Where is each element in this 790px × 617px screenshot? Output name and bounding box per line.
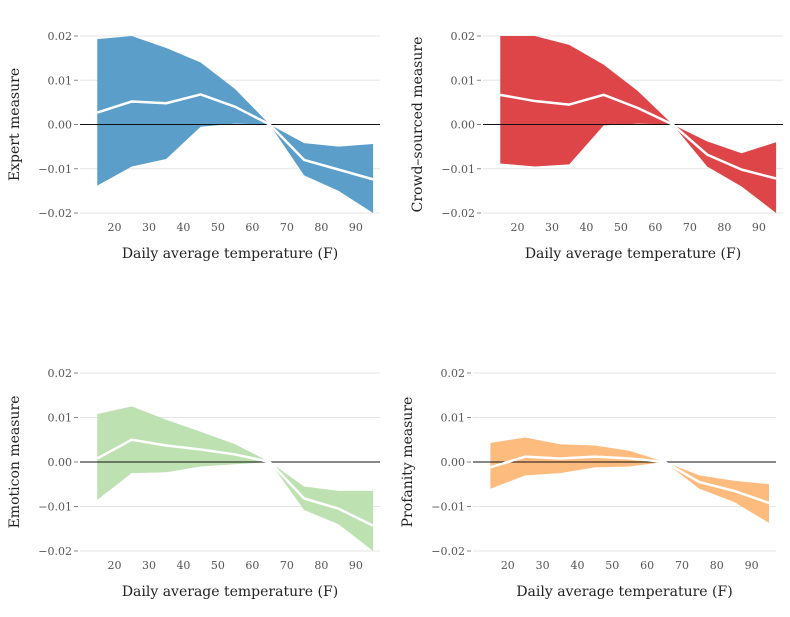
x-tick-label: 40	[176, 559, 190, 572]
y-tick-label: 0.01	[441, 412, 466, 425]
x-tick-label: 50	[211, 559, 225, 572]
x-tick-label: 50	[605, 559, 619, 572]
x-tick-label: 80	[314, 221, 328, 234]
x-tick-label: 50	[211, 221, 225, 234]
y-tick-label: 0.02	[451, 30, 476, 43]
y-tick-label: −0.01	[38, 163, 72, 176]
panel-1: −0.02 −0.01 0.00 0.01 0.02 20 30 40 50 60 70 80 90 Da…	[7, 30, 380, 262]
x-tick-label: 80	[717, 221, 731, 234]
y-axis-label: Expert measure	[7, 68, 23, 181]
y-tick-label: 0.02	[441, 367, 466, 380]
x-tick-label: 30	[536, 559, 550, 572]
y-tick-label: 0.02	[48, 30, 73, 43]
x-tick-label: 30	[142, 559, 156, 572]
y-tick-label: 0.00	[48, 456, 73, 469]
estimate-line	[490, 455, 770, 505]
x-axis-label: Daily average temperature (F)	[525, 246, 741, 262]
y-tick-label: 0.00	[451, 119, 476, 132]
y-tick-label: −0.01	[441, 163, 475, 176]
panel-4: −0.02 −0.01 0.00 0.01 0.02 20 30 40 50 60 70 80 90 Da…	[400, 367, 776, 600]
y-tick-label: −0.02	[38, 545, 72, 558]
y-tick-label: −0.02	[431, 545, 465, 558]
x-tick-label: 20	[107, 221, 121, 234]
y-tick-label: 0.02	[48, 367, 73, 380]
confidence-band	[97, 406, 374, 551]
x-tick-label: 50	[614, 221, 628, 234]
x-tick-label: 70	[280, 559, 294, 572]
y-tick-label: 0.01	[48, 412, 73, 425]
y-axis-label: Emoticon measure	[7, 396, 23, 529]
estimate-line	[96, 438, 374, 527]
x-tick-label: 30	[142, 221, 156, 234]
y-axis-label: Profanity measure	[400, 397, 416, 528]
x-tick-label: 70	[675, 559, 689, 572]
y-tick-label: −0.02	[38, 207, 72, 220]
confidence-band	[500, 36, 777, 213]
panel-2: −0.02 −0.01 0.00 0.01 0.02 20 30 40 50 60 70 80 90 Da…	[410, 30, 783, 262]
x-tick-label: 80	[314, 559, 328, 572]
x-tick-label: 90	[752, 221, 766, 234]
y-tick-label: 0.00	[441, 456, 466, 469]
x-tick-label: 70	[683, 221, 697, 234]
x-tick-label: 30	[545, 221, 559, 234]
x-axis-label: Daily average temperature (F)	[122, 584, 338, 600]
y-tick-label: −0.01	[431, 501, 465, 514]
y-axis-label: Crowd–sourced measure	[410, 37, 426, 213]
x-tick-label: 90	[349, 559, 363, 572]
x-axis-label: Daily average temperature (F)	[122, 246, 338, 262]
x-tick-label: 40	[176, 221, 190, 234]
x-tick-label: 70	[280, 221, 294, 234]
panel-3: −0.02 −0.01 0.00 0.01 0.02 20 30 40 50 60 70 80 90 Da…	[7, 367, 380, 600]
x-tick-label: 60	[245, 221, 259, 234]
estimate-line	[500, 93, 777, 180]
x-tick-label: 20	[510, 221, 524, 234]
x-tick-label: 20	[501, 559, 515, 572]
x-tick-label: 80	[710, 559, 724, 572]
x-tick-label: 40	[579, 221, 593, 234]
y-tick-label: 0.01	[451, 74, 476, 87]
x-tick-label: 90	[745, 559, 759, 572]
x-tick-label: 90	[349, 221, 363, 234]
x-axis-label: Daily average temperature (F)	[516, 584, 732, 600]
x-tick-label: 60	[648, 221, 662, 234]
estimate-line	[96, 93, 374, 181]
y-tick-label: −0.02	[441, 207, 475, 220]
x-tick-label: 60	[640, 559, 654, 572]
confidence-band	[490, 437, 770, 523]
x-tick-label: 20	[107, 559, 121, 572]
confidence-band	[97, 36, 374, 213]
y-tick-label: 0.01	[48, 74, 73, 87]
y-tick-label: 0.00	[48, 119, 73, 132]
y-tick-label: −0.01	[38, 501, 72, 514]
x-tick-label: 60	[245, 559, 259, 572]
x-tick-label: 40	[570, 559, 584, 572]
